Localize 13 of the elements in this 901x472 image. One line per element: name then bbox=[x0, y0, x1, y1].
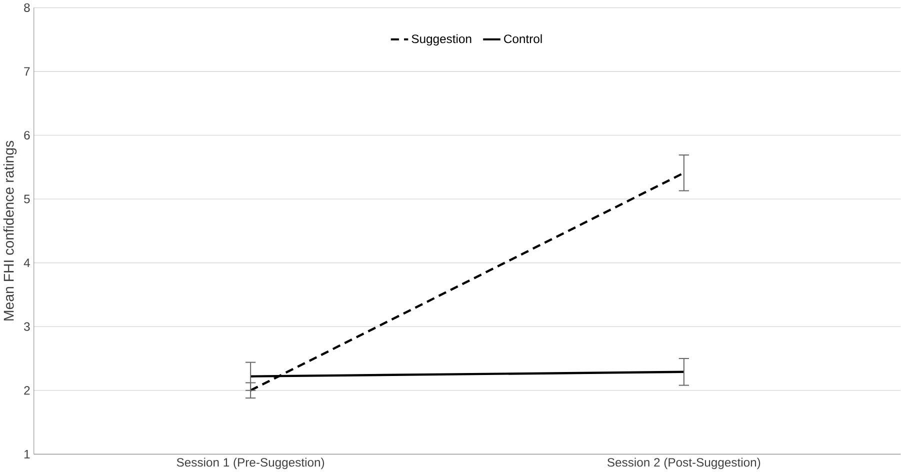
y-tick-label: 4 bbox=[24, 258, 30, 267]
y-tick-label: 3 bbox=[24, 322, 30, 331]
y-tick-label: 8 bbox=[24, 3, 30, 12]
y-tick-label: 5 bbox=[24, 194, 30, 204]
y-tick-label: 2 bbox=[24, 386, 30, 394]
x-tick-label: Session 1 (Pre-Suggestion) bbox=[176, 458, 324, 469]
y-tick-label: 1 bbox=[24, 450, 30, 458]
legend-label: Control bbox=[504, 34, 542, 43]
x-tick-label: Session 2 (Post-Suggestion) bbox=[607, 458, 760, 469]
legend-label: Suggestion bbox=[412, 34, 472, 46]
y-tick-label: 7 bbox=[24, 67, 30, 76]
y-axis-title: Mean FHI confidence ratings bbox=[3, 140, 17, 320]
y-tick-label: 6 bbox=[24, 130, 30, 140]
